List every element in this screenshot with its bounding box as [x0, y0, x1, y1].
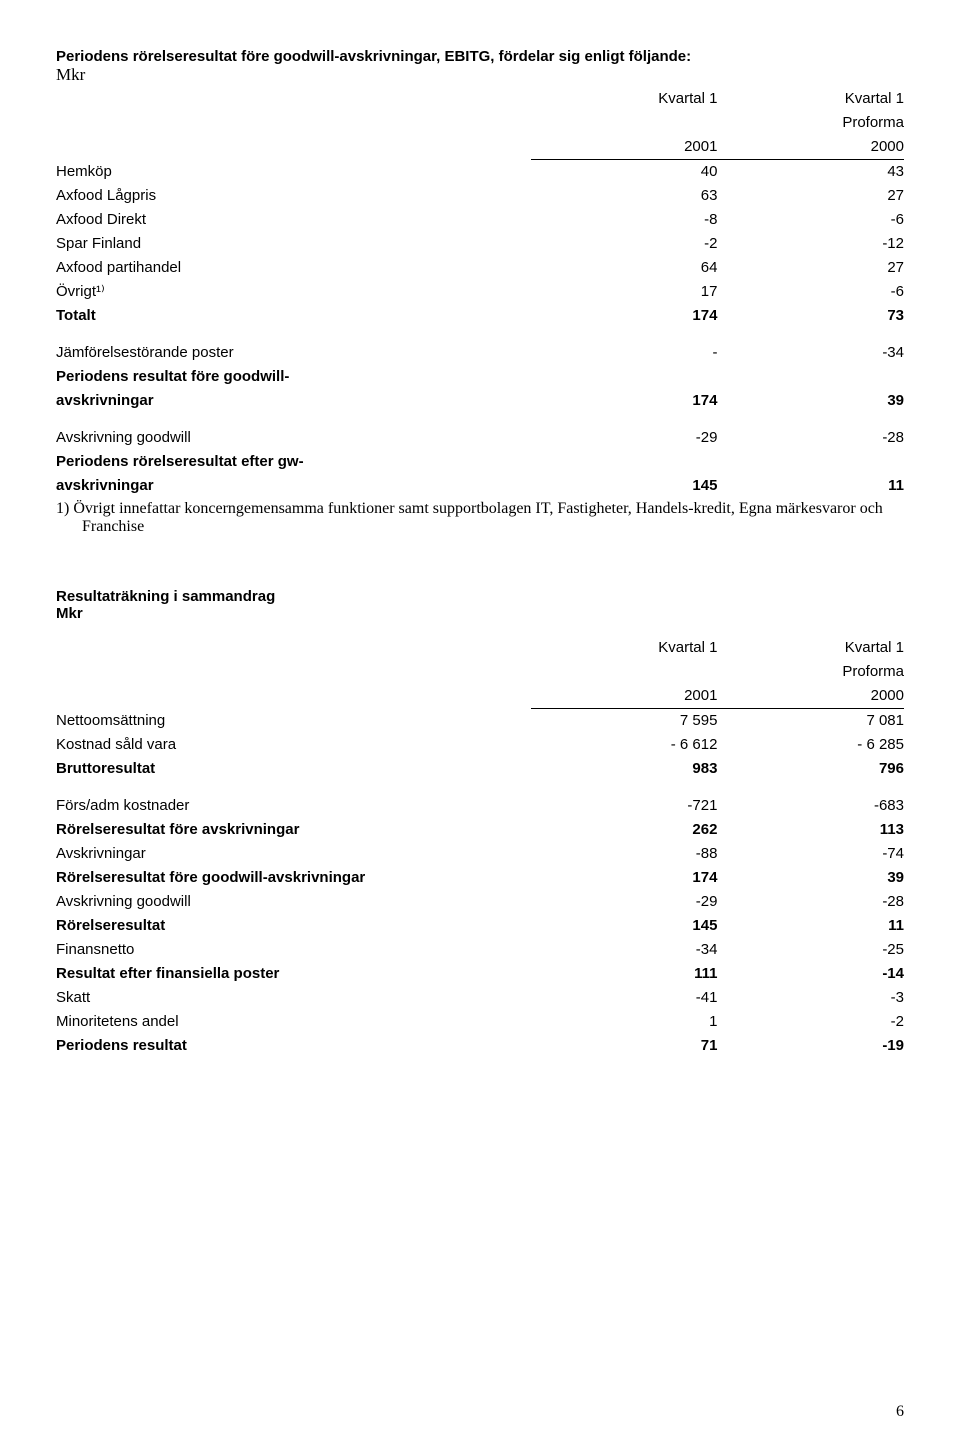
table-row-val: -19: [717, 1034, 904, 1058]
table-row-val: 71: [531, 1034, 718, 1058]
table-row-label: Axfood Lågpris: [56, 184, 531, 208]
table-row-label: avskrivningar: [56, 474, 531, 498]
table-row-val: -6: [717, 280, 904, 304]
table-row-val: 40: [531, 160, 718, 185]
table-row-val: 63: [531, 184, 718, 208]
table-row-label: Förs/adm kostnader: [56, 781, 531, 818]
table-row-label: Axfood partihandel: [56, 256, 531, 280]
t1-head-c2-l1: Kvartal 1: [717, 87, 904, 111]
table-row-label: Nettoomsättning: [56, 709, 531, 734]
table-row-val: -34: [717, 328, 904, 365]
table1-mkr: Mkr: [56, 65, 904, 85]
table-row-label: Totalt: [56, 304, 531, 328]
table-row-val: -34: [531, 938, 718, 962]
t2-head-c2-l1: Kvartal 1: [717, 636, 904, 660]
table-row-label: Periodens rörelseresultat efter gw-: [56, 450, 531, 474]
table-row-label: Jämförelsestörande poster: [56, 328, 531, 365]
table-row-val: -721: [531, 781, 718, 818]
table-row-val: 11: [717, 474, 904, 498]
table1-footnote: 1) Övrigt innefattar koncerngemensamma f…: [56, 500, 904, 536]
table-row-label: Axfood Direkt: [56, 208, 531, 232]
table-row-val: 796: [717, 757, 904, 781]
table-row-val: -8: [531, 208, 718, 232]
page-number: 6: [896, 1403, 904, 1421]
table-row-val: -2: [717, 1010, 904, 1034]
table-row-label: Minoritetens andel: [56, 1010, 531, 1034]
table-row-val: -28: [717, 413, 904, 450]
table-row-label: Resultat efter finansiella poster: [56, 962, 531, 986]
table-row-val: 43: [717, 160, 904, 185]
table-row-val: 11: [717, 914, 904, 938]
table-row-val: -28: [717, 890, 904, 914]
table-row-val: -88: [531, 842, 718, 866]
table-row-label: Skatt: [56, 986, 531, 1010]
table-row-val: 64: [531, 256, 718, 280]
table-row-val: 27: [717, 256, 904, 280]
table-row-val: -3: [717, 986, 904, 1010]
table-row-val: 39: [717, 866, 904, 890]
table-row-label: Bruttoresultat: [56, 757, 531, 781]
table-row-val: 17: [531, 280, 718, 304]
table-row-label: Finansnetto: [56, 938, 531, 962]
t2-head-c2-l2: Proforma: [717, 660, 904, 684]
table-row-val: 145: [531, 474, 718, 498]
table-row-val: -14: [717, 962, 904, 986]
t1-head-c1-l1: Kvartal 1: [531, 87, 718, 111]
table-row-val: 73: [717, 304, 904, 328]
table-row-val: -29: [531, 413, 718, 450]
table2-mkr: Mkr: [56, 605, 904, 622]
table-row-val: 174: [531, 304, 718, 328]
table-row-val: 113: [717, 818, 904, 842]
table-row-val: 174: [531, 866, 718, 890]
table-row-val: -41: [531, 986, 718, 1010]
t2-head-c1-year: 2001: [531, 684, 718, 709]
t1-head-c2-l2: Proforma: [717, 111, 904, 135]
table-row-val: 27: [717, 184, 904, 208]
table-row-label: Övrigt¹⁾: [56, 280, 531, 304]
table-row-val: 7 081: [717, 709, 904, 734]
table-row-val: 1: [531, 1010, 718, 1034]
table1: Kvartal 1 Kvartal 1 Proforma 2001 2000 H…: [56, 87, 904, 498]
table-row-val: -25: [717, 938, 904, 962]
table1-title: Periodens rörelseresultat före goodwill-…: [56, 48, 904, 65]
table-row-label: Periodens resultat: [56, 1034, 531, 1058]
table-row-label: Avskrivning goodwill: [56, 413, 531, 450]
table2-title: Resultaträkning i sammandrag: [56, 588, 904, 605]
table-row-val: - 6 285: [717, 733, 904, 757]
t1-head-c2-year: 2000: [717, 135, 904, 160]
table-row-val: 111: [531, 962, 718, 986]
table-row-val: 262: [531, 818, 718, 842]
table-row-val: 983: [531, 757, 718, 781]
table-row-label: Avskrivningar: [56, 842, 531, 866]
t2-head-c2-year: 2000: [717, 684, 904, 709]
t1-head-c1-year: 2001: [531, 135, 718, 160]
table-row-val: -12: [717, 232, 904, 256]
table-row-val: -29: [531, 890, 718, 914]
table-row-val: -: [531, 328, 718, 365]
table-row-val: 39: [717, 389, 904, 413]
table-row-label: Avskrivning goodwill: [56, 890, 531, 914]
table-row-val: - 6 612: [531, 733, 718, 757]
table-row-label: Rörelseresultat före goodwill-avskrivnin…: [56, 866, 531, 890]
table-row-val: -74: [717, 842, 904, 866]
table-row-val: 174: [531, 389, 718, 413]
table-row-val: 145: [531, 914, 718, 938]
t2-head-c1-l1: Kvartal 1: [531, 636, 718, 660]
table-row-label: Hemköp: [56, 160, 531, 185]
table-row-label: Periodens resultat före goodwill-: [56, 365, 531, 389]
table2: Kvartal 1 Kvartal 1 Proforma 2001 2000 N…: [56, 636, 904, 1058]
table-row-label: Kostnad såld vara: [56, 733, 531, 757]
table-row-val: -683: [717, 781, 904, 818]
table-row-label: Rörelseresultat: [56, 914, 531, 938]
table-row-val: -2: [531, 232, 718, 256]
table-row-label: avskrivningar: [56, 389, 531, 413]
table-row-val: -6: [717, 208, 904, 232]
table-row-label: Spar Finland: [56, 232, 531, 256]
table-row-val: 7 595: [531, 709, 718, 734]
table-row-label: Rörelseresultat före avskrivningar: [56, 818, 531, 842]
